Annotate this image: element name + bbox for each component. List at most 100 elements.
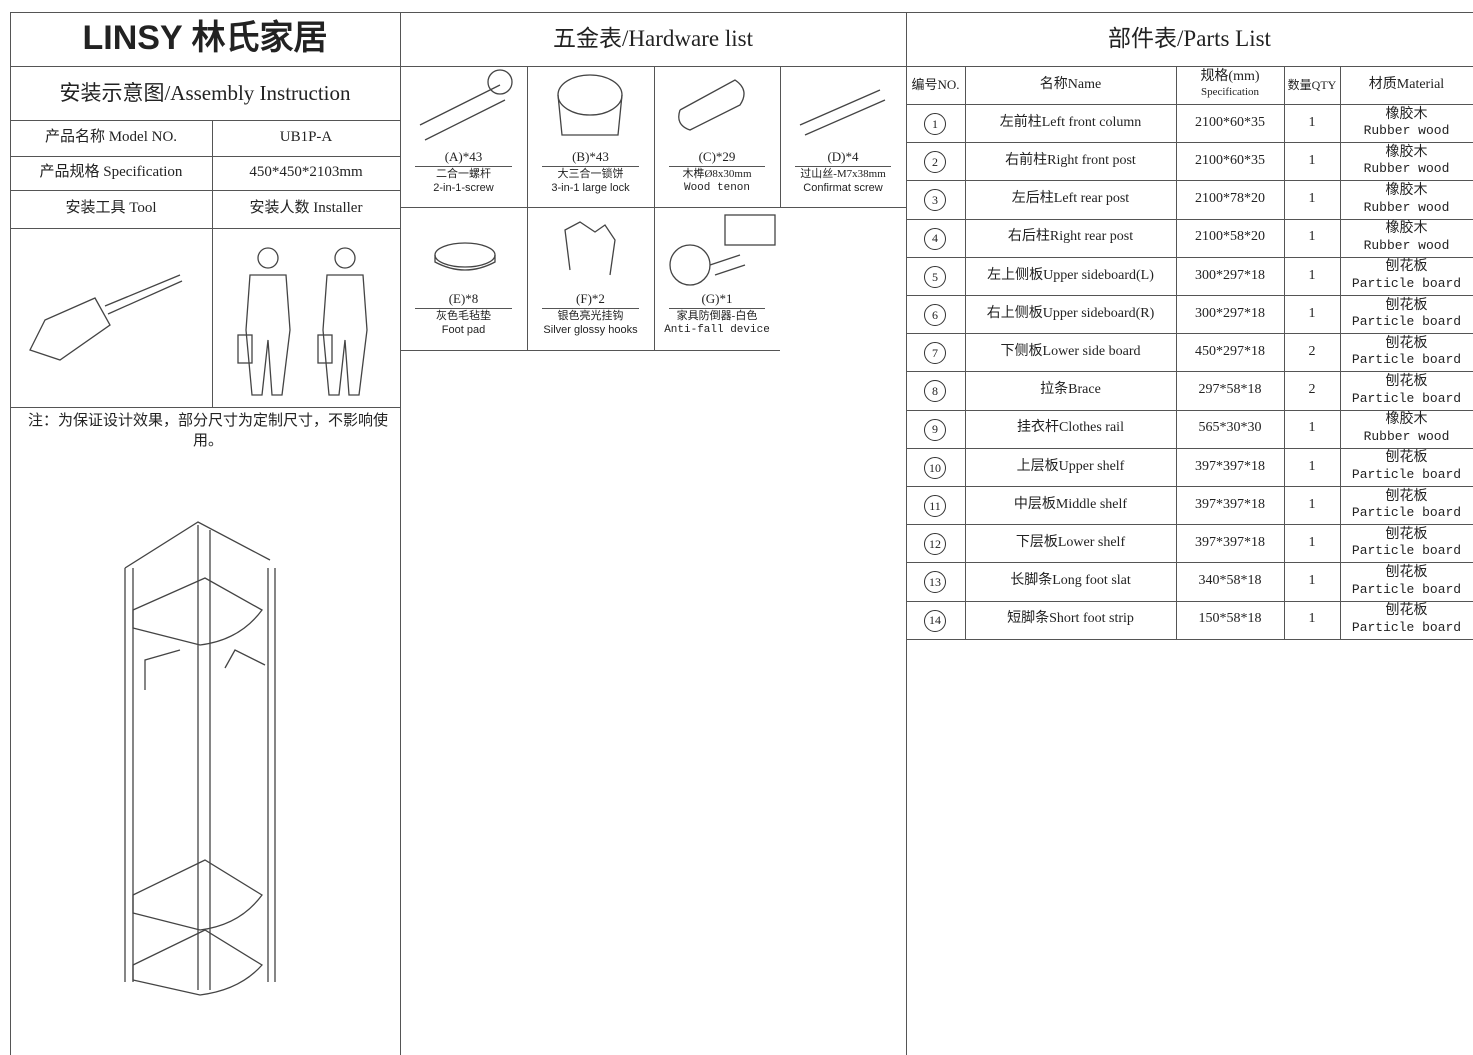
hardware-name-en: 2-in-1-screw: [433, 182, 494, 195]
info-value: 450*450*2103mm: [249, 164, 363, 181]
part-spec: 340*58*18: [1198, 573, 1262, 589]
rule: [906, 180, 1473, 182]
part-material-cn: 刨花板: [1385, 374, 1428, 390]
rule: [400, 207, 906, 208]
info-label: 产品规格 Specification: [39, 164, 183, 181]
hardware-name-cn: 银色亮光挂钩: [557, 310, 624, 323]
rule: [906, 142, 1473, 144]
rule: [10, 66, 1473, 67]
parts-title: 部件表/Parts List: [1108, 25, 1271, 51]
part-qty: 1: [1308, 420, 1316, 436]
rule: [10, 156, 400, 157]
part-name: 上层板Upper shelf: [1016, 458, 1125, 474]
part-name: 中层板Middle shelf: [1013, 496, 1128, 512]
assembly-title: 安装示意图/Assembly Instruction: [59, 80, 351, 105]
rule: [415, 308, 512, 309]
info-value: UB1P-A: [279, 129, 333, 146]
rule: [1340, 66, 1341, 639]
part-material-cn: 橡胶木: [1385, 412, 1428, 428]
part-material-en: Particle board: [1351, 466, 1462, 482]
part-material-cn: 橡胶木: [1385, 183, 1428, 199]
hardware-code: (F)*2: [576, 291, 605, 307]
rule: [654, 66, 655, 350]
part-qty: 1: [1308, 458, 1316, 474]
part-material-cn: 刨花板: [1385, 526, 1428, 542]
rule: [906, 638, 1473, 640]
hardware-code: (G)*1: [701, 291, 733, 307]
part-no: 3: [924, 189, 946, 212]
hardware-name-en: Silver glossy hooks: [543, 324, 638, 337]
part-no: 8: [924, 380, 946, 403]
hardware-name-cn: 灰色毛毡垫: [436, 310, 491, 323]
rule: [906, 486, 1473, 487]
col-head: 数量QTY: [1287, 77, 1337, 92]
part-qty: 1: [1308, 114, 1316, 130]
part-material-en: Particle board: [1351, 314, 1462, 330]
part-material-cn: 刨花板: [1385, 335, 1428, 351]
part-material-en: Particle board: [1351, 581, 1462, 597]
hardware-code: (C)*29: [698, 149, 736, 165]
part-material-cn: 橡胶木: [1385, 106, 1428, 122]
rule: [415, 166, 512, 167]
rule: [400, 12, 401, 1055]
hardware-code: (A)*43: [444, 149, 483, 165]
hardware-icons: [419, 69, 886, 286]
hardware-code: (E)*8: [448, 291, 479, 307]
rule: [10, 190, 400, 191]
hardware-name-en: Anti-fall device: [664, 324, 770, 337]
rule: [906, 256, 1473, 258]
part-qty: 1: [1308, 191, 1316, 207]
hardware-name-en: Wood tenon: [683, 182, 750, 195]
part-spec: 300*297*18: [1195, 267, 1265, 283]
part-spec: 397*397*18: [1195, 496, 1265, 512]
rule: [542, 166, 639, 167]
info-value: 安装人数 Installer: [249, 200, 363, 217]
part-spec: 150*58*18: [1198, 611, 1262, 627]
part-material-en: Rubber wood: [1363, 237, 1450, 253]
part-name: 右上侧板Upper sideboard(R): [986, 305, 1155, 321]
part-material-en: Particle board: [1351, 275, 1462, 291]
rule: [10, 12, 11, 1055]
rule: [10, 120, 400, 121]
part-name: 左上侧板Upper sideboard(L): [987, 267, 1154, 283]
part-no: 2: [924, 151, 946, 174]
rule: [906, 295, 1473, 296]
part-no: 5: [924, 265, 946, 288]
part-material-cn: 刨花板: [1385, 450, 1428, 466]
part-material-cn: 刨花板: [1385, 297, 1428, 313]
part-material-cn: 刨花板: [1385, 603, 1428, 619]
part-name: 下层板Lower shelf: [1015, 534, 1126, 550]
rule: [1176, 66, 1177, 639]
hardware-name-cn: 过山丝-M7x38mm: [800, 168, 886, 181]
part-qty: 1: [1308, 267, 1316, 283]
hardware-name-en: Foot pad: [441, 324, 486, 337]
part-material-en: Rubber wood: [1363, 161, 1450, 177]
part-name: 左后柱Left rear post: [1011, 191, 1130, 207]
rule: [795, 166, 891, 167]
part-name: 右前柱Right front post: [1005, 152, 1136, 168]
part-spec: 565*30*30: [1198, 420, 1262, 436]
part-qty: 1: [1308, 534, 1316, 550]
part-material-cn: 橡胶木: [1385, 144, 1428, 160]
part-qty: 1: [1308, 229, 1316, 245]
rule: [780, 66, 781, 207]
info-label: 安装工具 Tool: [65, 200, 157, 217]
part-no: 7: [924, 342, 946, 365]
col-head: 名称Name: [1039, 76, 1102, 92]
hardware-code: (D)*4: [827, 149, 859, 165]
part-material-en: Particle board: [1351, 505, 1462, 521]
part-no: 10: [924, 456, 946, 479]
rule: [906, 562, 1473, 564]
rule: [400, 350, 780, 351]
rule: [906, 371, 1473, 373]
part-spec: 450*297*18: [1195, 343, 1265, 359]
part-qty: 1: [1308, 152, 1316, 168]
part-material-cn: 橡胶木: [1385, 221, 1428, 237]
part-spec: 397*397*18: [1195, 458, 1265, 474]
part-no: 11: [924, 495, 946, 517]
part-material-en: Particle board: [1351, 352, 1462, 368]
part-material-cn: 刨花板: [1385, 259, 1428, 275]
hardware-name-en: 3-in-1 large lock: [551, 182, 630, 195]
